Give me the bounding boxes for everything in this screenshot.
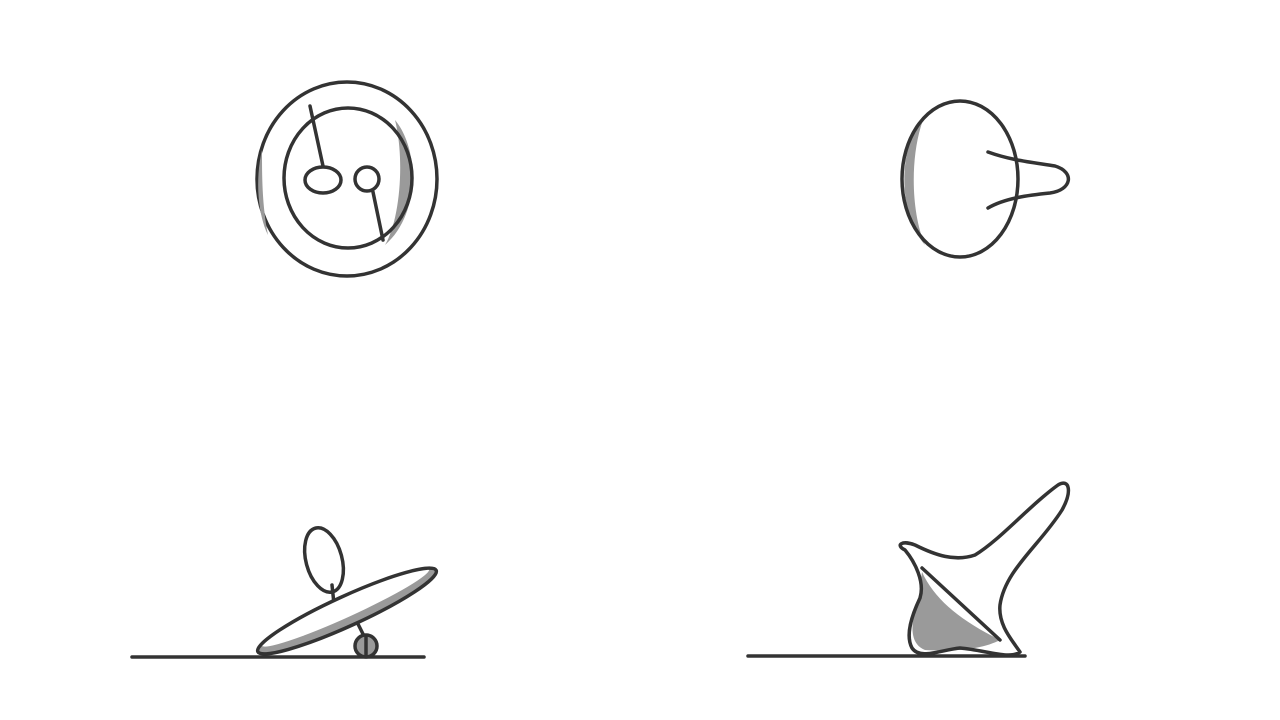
tip-knob: [353, 165, 381, 193]
handle: [302, 526, 346, 594]
disc-group: [255, 566, 439, 656]
top-shadow: [912, 572, 1000, 651]
spinning-top-sketch: [746, 481, 1071, 658]
top-view-sketch: [255, 80, 439, 278]
tip-line: [371, 190, 385, 242]
outer-shadow: [258, 150, 268, 235]
inner-ring: [282, 106, 414, 250]
inner-shadow: [385, 120, 413, 245]
side-view-sketch: [900, 99, 1070, 259]
handle-line: [308, 104, 325, 168]
disc-highlight: [261, 568, 430, 647]
disc: [255, 566, 439, 656]
top-body: [898, 481, 1071, 657]
wheel: [353, 633, 379, 659]
nose: [986, 150, 1070, 210]
handle-knob: [303, 165, 343, 195]
outer-ring: [255, 80, 439, 278]
body-shadow: [904, 115, 925, 245]
tilted-top-sketch: [130, 526, 439, 659]
body: [900, 99, 1020, 259]
shade-edge: [920, 566, 1002, 642]
